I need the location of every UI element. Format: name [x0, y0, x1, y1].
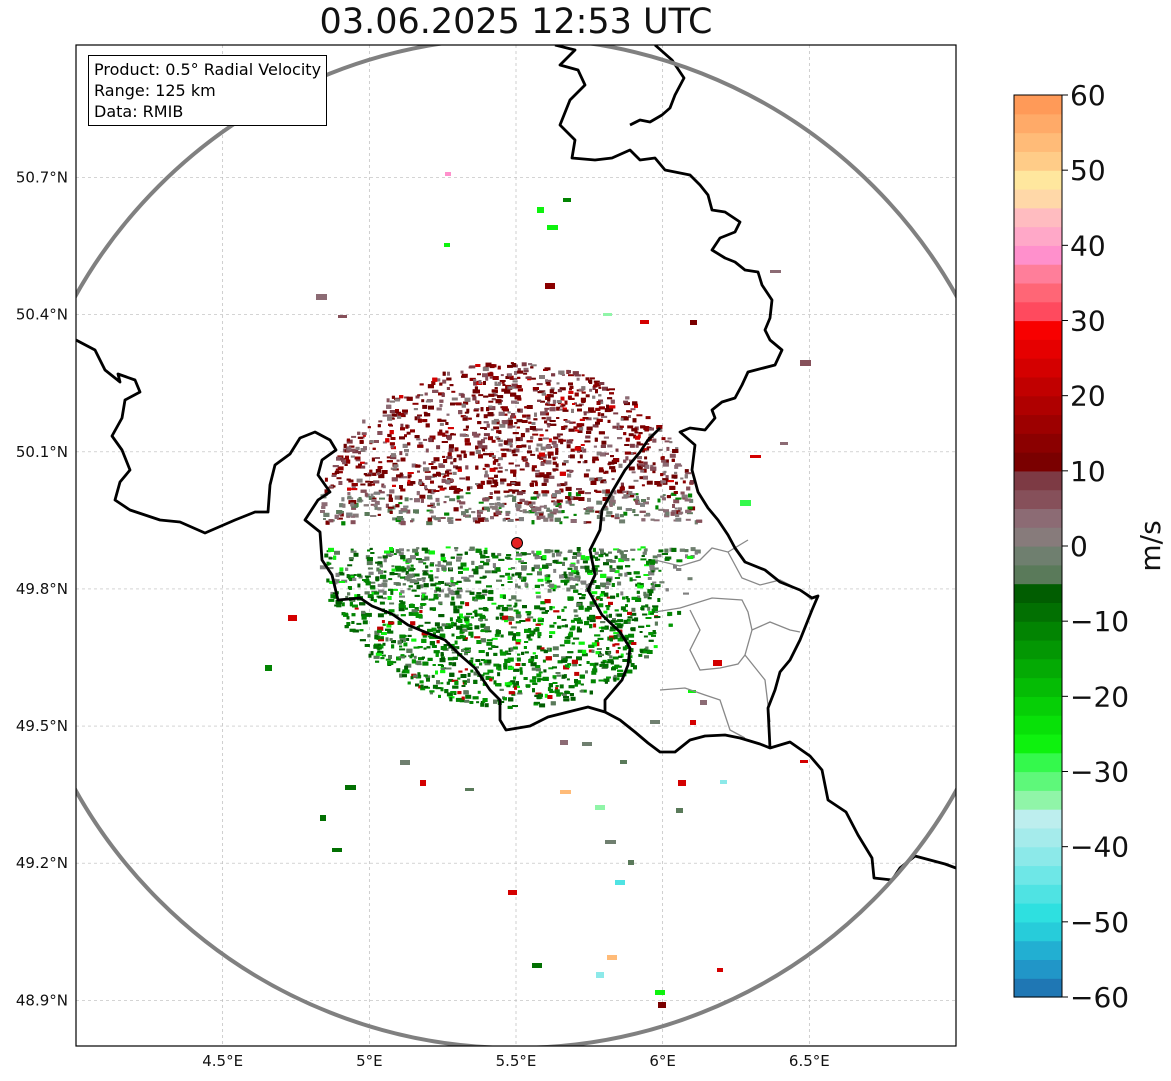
- colorbar-swatch: [1014, 696, 1062, 716]
- country-borders: [76, 45, 956, 882]
- colorbar-tick-label: 50: [1070, 154, 1106, 187]
- colorbar-swatch: [1014, 245, 1062, 265]
- colorbar-swatch: [1014, 339, 1062, 359]
- lon-tick-label: 5.5°E: [496, 1052, 537, 1070]
- colorbar-swatch: [1014, 771, 1062, 791]
- colorbar-swatch: [1014, 282, 1062, 303]
- colorbar-tick-label: 0: [1070, 530, 1088, 563]
- colorbar-swatch: [1014, 433, 1062, 453]
- colorbar-swatch: [1014, 583, 1062, 603]
- lon-tick-label: 6.5°E: [789, 1052, 830, 1070]
- lat-tick-label: 49.5°N: [16, 717, 68, 735]
- colorbar-swatch: [1014, 395, 1062, 416]
- colorbar-swatch: [1014, 546, 1062, 566]
- colorbar-tick-label: 10: [1070, 455, 1106, 488]
- colorbar-swatch: [1014, 226, 1062, 246]
- colorbar-tick-label: −60: [1070, 981, 1129, 1014]
- colorbar-swatch: [1014, 677, 1062, 697]
- colorbar-swatch: [1014, 564, 1062, 585]
- lon-tick-label: 6°E: [649, 1052, 676, 1070]
- colorbar-swatch: [1014, 715, 1062, 735]
- latitude-labels: 50.7°N 50.4°N 50.1°N 49.8°N 49.5°N 49.2°N 48.9…: [16, 169, 68, 1010]
- info-product: Product: 0.5° Radial Velocity: [94, 60, 322, 79]
- colorbar-swatch: [1014, 527, 1062, 547]
- colorbar-swatch: [1014, 508, 1062, 528]
- lon-tick-label: 4.5°E: [202, 1052, 243, 1070]
- colorbar-tick-label: 30: [1070, 305, 1106, 338]
- colorbar-tick-label: 20: [1070, 380, 1106, 413]
- colorbar-swatch: [1014, 884, 1062, 904]
- colorbar-tick-label: −40: [1070, 831, 1129, 864]
- lat-tick-label: 49.2°N: [16, 854, 68, 872]
- map-frame: [75, 44, 957, 1047]
- radar-site-marker[interactable]: [511, 537, 523, 549]
- lat-tick-label: 50.7°N: [16, 169, 68, 187]
- lat-tick-label: 50.4°N: [16, 306, 68, 324]
- colorbar-tick-label: −30: [1070, 756, 1129, 789]
- colorbar-swatch: [1014, 978, 1062, 998]
- longitude-labels: 4.5°E 5°E 5.5°E 6°E 6.5°E: [202, 1052, 830, 1070]
- colorbar-swatch: [1014, 903, 1062, 923]
- colorbar-swatch: [1014, 865, 1062, 885]
- colorbar-tick-label: −50: [1070, 906, 1129, 939]
- colorbar-swatch: [1014, 621, 1062, 641]
- colorbar-swatch: [1014, 959, 1062, 979]
- colorbar-swatch: [1014, 132, 1062, 152]
- radar-echoes: [265, 172, 811, 1008]
- colorbar-tick-label: −10: [1070, 605, 1129, 638]
- colorbar-swatch: [1014, 170, 1062, 190]
- info-box: Product: 0.5° Radial Velocity Range: 125…: [88, 55, 328, 126]
- colorbar-swatch: [1014, 452, 1062, 472]
- colorbar-swatch: [1014, 358, 1062, 378]
- colorbar-tick-label: 40: [1070, 229, 1106, 262]
- colorbar-swatches: [1014, 95, 1062, 998]
- colorbar: 60 50 40 30 20 10 0 −10 −20 −30 −40 −50 −60 m/s: [1013, 79, 1167, 1014]
- colorbar-swatch: [1014, 301, 1062, 322]
- colorbar-swatch: [1014, 264, 1062, 284]
- colorbar-swatch: [1014, 733, 1062, 754]
- colorbar-swatch: [1014, 658, 1062, 679]
- lon-tick-label: 5°E: [356, 1052, 383, 1070]
- info-range: Range: 125 km: [94, 81, 216, 100]
- colorbar-swatch: [1014, 602, 1062, 622]
- colorbar-swatch: [1014, 113, 1062, 134]
- colorbar-swatch: [1014, 414, 1062, 434]
- colorbar-swatch: [1014, 921, 1062, 942]
- colorbar-swatch: [1014, 809, 1062, 829]
- colorbar-unit-label: m/s: [1134, 520, 1167, 571]
- colorbar-swatch: [1014, 320, 1062, 340]
- colorbar-swatch: [1014, 639, 1062, 660]
- map-title: 03.06.2025 12:53 UTC: [319, 2, 713, 42]
- lat-tick-label: 49.8°N: [16, 580, 68, 598]
- lat-tick-label: 50.1°N: [16, 443, 68, 461]
- colorbar-swatch: [1014, 470, 1062, 491]
- colorbar-swatch: [1014, 489, 1062, 510]
- colorbar-swatch: [1014, 827, 1062, 848]
- lat-tick-label: 48.9°N: [16, 991, 68, 1009]
- info-data-source: Data: RMIB: [94, 102, 184, 121]
- colorbar-swatch: [1014, 95, 1062, 115]
- colorbar-swatch: [1014, 790, 1062, 810]
- colorbar-swatch: [1014, 188, 1062, 209]
- colorbar-swatch: [1014, 207, 1062, 228]
- colorbar-swatch: [1014, 151, 1062, 171]
- colorbar-ticks: 60 50 40 30 20 10 0 −10 −20 −30 −40 −50 −60: [1062, 79, 1129, 1014]
- colorbar-swatch: [1014, 940, 1062, 961]
- colorbar-tick-label: 60: [1070, 79, 1106, 112]
- colorbar-swatch: [1014, 376, 1062, 397]
- colorbar-tick-label: −20: [1070, 680, 1129, 713]
- gridlines: [76, 45, 956, 1046]
- colorbar-swatch: [1014, 752, 1062, 773]
- colorbar-swatch: [1014, 846, 1062, 867]
